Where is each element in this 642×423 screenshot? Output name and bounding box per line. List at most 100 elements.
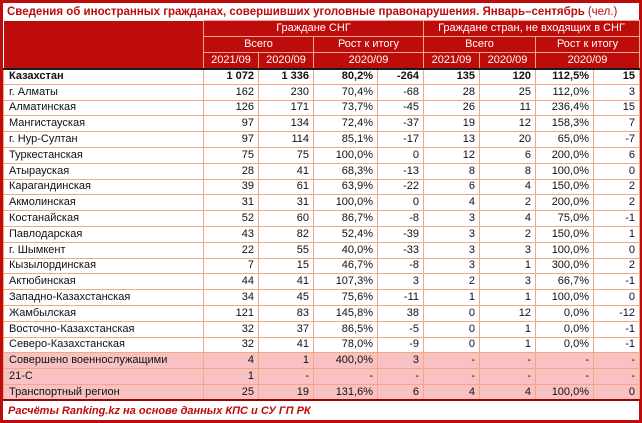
value-cell: 1: [479, 289, 536, 306]
value-cell: 31: [203, 194, 259, 212]
value-cell: 66,7%: [535, 273, 594, 291]
value-cell: 68,3%: [313, 162, 378, 180]
value-cell: 3: [423, 210, 480, 227]
group-header-cis: Граждане СНГ: [203, 20, 424, 37]
value-cell: 80,2%: [313, 67, 378, 85]
value-cell: 15: [592, 67, 641, 85]
table-row: г. Алматы 162 230 70,4% -68 28 25 112,0% 3: [3, 83, 641, 101]
value-cell: 3: [592, 83, 641, 101]
value-cell: 25: [203, 383, 259, 402]
value-cell: -: [535, 352, 594, 370]
table-header: Граждане СНГ Граждане стран, не входящих…: [3, 20, 641, 69]
value-cell: 32: [203, 320, 259, 338]
value-cell: 1 336: [258, 67, 314, 85]
region-name: Акмолинская: [3, 194, 204, 212]
year-header-cis-2020: 2020/09: [258, 52, 314, 69]
table-body: Казахстан 1 072 1 336 80,2% -264 135 120 112,5%…: [3, 67, 641, 402]
value-cell: 60: [258, 210, 314, 227]
value-cell: 0,0%: [535, 320, 594, 338]
region-name: Туркестанская: [3, 146, 204, 164]
region-name: Алматинская: [3, 99, 204, 117]
value-cell: 85,1%: [313, 131, 378, 148]
value-cell: -: [592, 368, 641, 385]
value-cell: 4: [423, 194, 480, 212]
value-cell: 13: [423, 131, 480, 148]
value-cell: 15: [592, 99, 641, 117]
value-cell: 0: [423, 336, 480, 354]
year-header-cis-2021: 2021/09: [203, 52, 259, 69]
value-cell: 0: [423, 320, 480, 338]
value-cell: 73,7%: [313, 99, 378, 117]
region-name: г. Нур-Султан: [3, 131, 204, 148]
region-name: 21-С: [3, 368, 204, 385]
value-cell: -11: [377, 289, 424, 306]
value-cell: 39: [203, 178, 259, 196]
value-cell: 2: [592, 178, 641, 196]
subheader-cis-total: Всего: [203, 36, 314, 53]
value-cell: 78,0%: [313, 336, 378, 354]
table-row: Казахстан 1 072 1 336 80,2% -264 135 120 112,5%…: [3, 67, 641, 85]
source-note: Расчёты Ranking.kz на основе данных КПС …: [3, 401, 639, 420]
value-cell: 63,9%: [313, 178, 378, 196]
region-name: Казахстан: [3, 67, 204, 85]
subheader-cis-growth: Рост к итогу: [313, 36, 424, 53]
year-header-cis-growth: 2020/09: [313, 52, 424, 69]
title-text: Сведения об иностранных гражданах, совер…: [7, 5, 585, 18]
value-cell: 200,0%: [535, 194, 594, 212]
group-header-noncis: Граждане стран, не входящих в СНГ: [422, 20, 641, 37]
crime-statistics-table: Граждане СНГ Граждане стран, не входящих…: [3, 20, 641, 402]
value-cell: -7: [592, 131, 641, 148]
value-cell: 41: [258, 273, 314, 291]
value-cell: 28: [203, 162, 259, 180]
table-row: Туркестанская 75 75 100,0% 0 12 6 200,0% 6: [3, 146, 641, 164]
value-cell: 4: [479, 210, 536, 227]
value-cell: 100,0%: [313, 194, 378, 212]
year-header-noncis-growth: 2020/09: [534, 52, 641, 69]
region-name: Восточно-Казахстанская: [3, 320, 204, 338]
value-cell: 25: [479, 83, 536, 101]
value-cell: -12: [592, 304, 641, 322]
value-cell: 12: [423, 146, 480, 164]
value-cell: 200,0%: [535, 146, 594, 164]
value-cell: 12: [479, 304, 536, 322]
value-cell: 31: [258, 194, 314, 212]
value-cell: -17: [377, 131, 424, 148]
value-cell: 121: [203, 304, 259, 322]
region-name: Актюбинская: [3, 273, 204, 291]
value-cell: 7: [203, 257, 259, 275]
value-cell: -39: [377, 225, 424, 243]
value-cell: -13: [377, 162, 424, 180]
value-cell: -8: [377, 257, 424, 275]
region-name: г. Алматы: [3, 83, 204, 101]
value-cell: 55: [258, 241, 314, 259]
value-cell: 0: [423, 304, 480, 322]
table-row: Западно-Казахстанская 34 45 75,6% -11 1 1 100,0…: [3, 289, 641, 306]
value-cell: -22: [377, 178, 424, 196]
table-row: Алматинская 126 171 73,7% -45 26 11 236,4% 15: [3, 99, 641, 117]
region-name: Павлодарская: [3, 225, 204, 243]
table-row: Костанайская 52 60 86,7% -8 3 4 75,0% -1: [3, 210, 641, 227]
value-cell: -1: [592, 210, 641, 227]
region-name: Западно-Казахстанская: [3, 289, 204, 306]
value-cell: 400,0%: [313, 352, 378, 370]
region-name: Жамбылская: [3, 304, 204, 322]
value-cell: 1: [479, 257, 536, 275]
value-cell: 134: [258, 115, 314, 133]
value-cell: 40,0%: [313, 241, 378, 259]
value-cell: 6: [423, 178, 480, 196]
value-cell: 100,0%: [535, 241, 594, 259]
title-unit: (чел.): [587, 5, 618, 18]
value-cell: -: [479, 352, 536, 370]
value-cell: 1: [423, 289, 480, 306]
value-cell: 0: [377, 146, 424, 164]
value-cell: -37: [377, 115, 424, 133]
value-cell: 75: [258, 146, 314, 164]
value-cell: 0: [592, 289, 641, 306]
value-cell: 120: [479, 67, 536, 85]
value-cell: 158,3%: [535, 115, 594, 133]
value-cell: -5: [377, 320, 424, 338]
table-row: Павлодарская 43 82 52,4% -39 3 2 150,0% 1: [3, 225, 641, 243]
value-cell: 1 072: [203, 67, 259, 85]
value-cell: 2: [592, 194, 641, 212]
